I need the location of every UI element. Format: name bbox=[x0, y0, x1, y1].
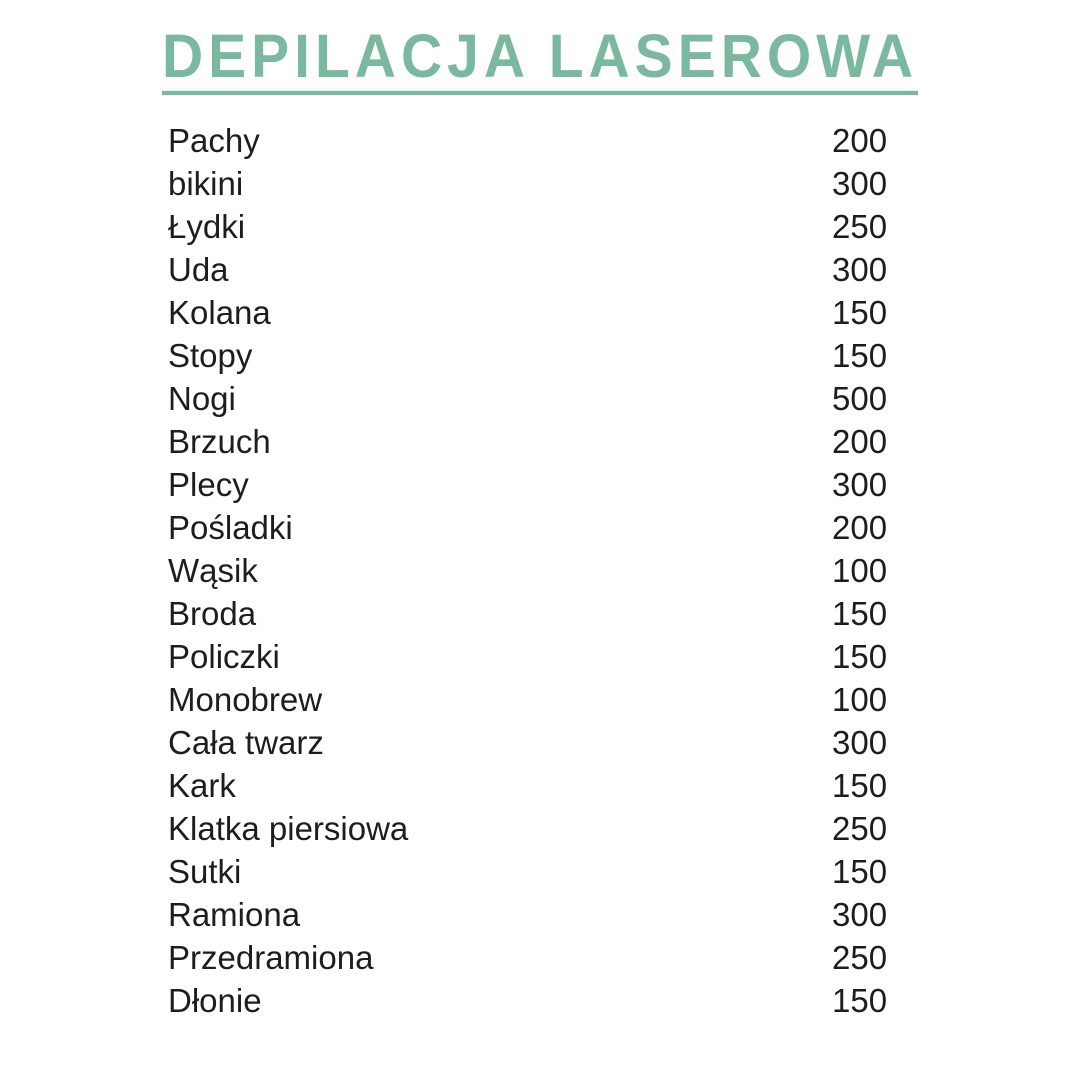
table-row: Monobrew 100 bbox=[168, 678, 893, 721]
table-row: Łydki 250 bbox=[168, 205, 893, 248]
price-value: 150 bbox=[832, 637, 888, 675]
service-label: bikini bbox=[168, 164, 244, 202]
service-label: Łydki bbox=[168, 207, 246, 245]
price-value: 250 bbox=[832, 809, 888, 847]
price-value: 150 bbox=[832, 293, 888, 331]
service-label: Uda bbox=[168, 250, 229, 288]
table-row: Brzuch 200 bbox=[168, 420, 893, 463]
service-label: Pachy bbox=[168, 121, 260, 159]
service-label: Cała twarz bbox=[168, 723, 324, 761]
service-label: Brzuch bbox=[168, 422, 271, 460]
service-label: Kolana bbox=[168, 293, 271, 331]
price-value: 300 bbox=[832, 465, 888, 503]
table-row: Kark 150 bbox=[168, 764, 893, 807]
table-row: Stopy 150 bbox=[168, 334, 893, 377]
table-row: Pachy 200 bbox=[168, 119, 893, 162]
table-row: Plecy 300 bbox=[168, 463, 893, 506]
table-row: Policzki 150 bbox=[168, 635, 893, 678]
price-value: 150 bbox=[832, 766, 888, 804]
page-title: DEPILACJA LASEROWA bbox=[161, 25, 919, 96]
table-row: Klatka piersiowa 250 bbox=[168, 807, 893, 850]
service-label: Kark bbox=[168, 766, 236, 804]
service-label: Nogi bbox=[168, 379, 236, 417]
table-row: Uda 300 bbox=[168, 248, 893, 291]
table-row: Pośladki 200 bbox=[168, 506, 893, 549]
table-row: Przedramiona 250 bbox=[168, 936, 893, 979]
price-value: 300 bbox=[832, 164, 888, 202]
service-label: Pośladki bbox=[168, 508, 293, 546]
title-section: DEPILACJA LASEROWA bbox=[0, 25, 1080, 96]
price-value: 150 bbox=[832, 336, 888, 374]
price-list: Pachy 200 bikini 300 Łydki 250 Uda 300 Kolana 150… bbox=[168, 119, 893, 1022]
service-label: Sutki bbox=[168, 852, 242, 890]
table-row: bikini 300 bbox=[168, 162, 893, 205]
service-label: Wąsik bbox=[168, 551, 258, 589]
price-value: 100 bbox=[832, 680, 888, 718]
price-value: 300 bbox=[832, 723, 888, 761]
price-value: 300 bbox=[832, 250, 888, 288]
service-label: Przedramiona bbox=[168, 938, 374, 976]
table-row: Ramiona 300 bbox=[168, 893, 893, 936]
service-label: Klatka piersiowa bbox=[168, 809, 409, 847]
service-label: Monobrew bbox=[168, 680, 323, 718]
table-row: Wąsik 100 bbox=[168, 549, 893, 592]
service-label: Broda bbox=[168, 594, 257, 632]
price-value: 200 bbox=[832, 422, 888, 460]
price-value: 150 bbox=[832, 594, 888, 632]
price-value: 150 bbox=[832, 852, 888, 890]
price-value: 200 bbox=[832, 121, 888, 159]
service-label: Policzki bbox=[168, 637, 280, 675]
table-row: Kolana 150 bbox=[168, 291, 893, 334]
table-row: Broda 150 bbox=[168, 592, 893, 635]
table-row: Cała twarz 300 bbox=[168, 721, 893, 764]
price-value: 200 bbox=[832, 508, 888, 546]
service-label: Dłonie bbox=[168, 981, 262, 1019]
price-value: 150 bbox=[832, 981, 888, 1019]
service-label: Stopy bbox=[168, 336, 253, 374]
price-value: 100 bbox=[832, 551, 888, 589]
table-row: Sutki 150 bbox=[168, 850, 893, 893]
table-row: Dłonie 150 bbox=[168, 979, 893, 1022]
price-value: 250 bbox=[832, 207, 888, 245]
price-value: 300 bbox=[832, 895, 888, 933]
table-row: Nogi 500 bbox=[168, 377, 893, 420]
price-value: 250 bbox=[832, 938, 888, 976]
service-label: Plecy bbox=[168, 465, 249, 503]
service-label: Ramiona bbox=[168, 895, 301, 933]
price-value: 500 bbox=[832, 379, 888, 417]
